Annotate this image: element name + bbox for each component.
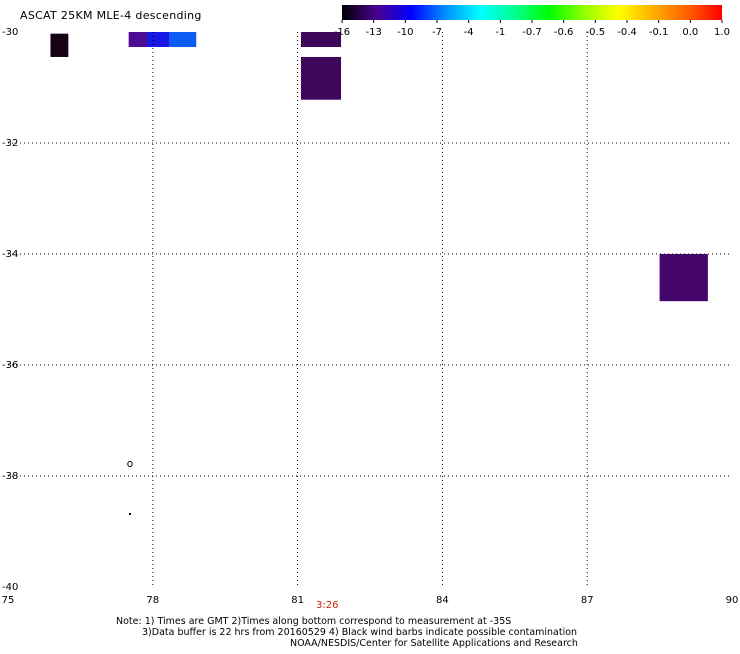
colorbar-label: -1 (495, 27, 505, 38)
tick-labels-layer: 75 78 81 84 87 90 -30 -32 -34 -36 -38 -40 (2, 27, 739, 606)
colorbar-label: -0.1 (649, 27, 669, 38)
colorbar-label: -16 (334, 27, 350, 38)
wind-cell-4 (300, 32, 342, 47)
wind-cell-1 (128, 32, 148, 47)
note-line-3: NOAA/NESDIS/Center for Satellite Applica… (290, 638, 578, 649)
lon-tick-label: 75 (2, 595, 15, 606)
colorbar: -16 -13 -10 -7 -4 -1 -0.7 -0.6 -0.5 -0.4 -0.1 0.0 1.… (334, 5, 730, 38)
lon-tick-label: 84 (436, 595, 449, 606)
lon-tick-label: 90 (726, 595, 739, 606)
wind-cell-5 (300, 56, 342, 100)
lat-tick-label: -30 (2, 27, 18, 38)
wind-cells-layer (50, 32, 708, 302)
colorbar-label: 1.0 (714, 27, 730, 38)
colorbar-label: -0.4 (617, 27, 637, 38)
wind-cell-6 (659, 254, 708, 302)
graticule-layer (8, 32, 732, 587)
time-label: 3:26 (316, 600, 339, 611)
colorbar-label: -7 (432, 27, 442, 38)
lat-tick-label: -38 (2, 471, 18, 482)
map-title: ASCAT 25KM MLE-4 descending (20, 9, 202, 22)
lon-tick-label: 81 (291, 595, 304, 606)
colorbar-gradient (342, 5, 722, 20)
colorbar-label: -0.6 (554, 27, 574, 38)
lon-tick-label: 78 (146, 595, 159, 606)
lat-tick-label: -32 (2, 138, 18, 149)
lat-tick-label: -36 (2, 360, 18, 371)
wind-barb-dot (129, 513, 131, 515)
lat-tick-label: -40 (2, 582, 18, 593)
colorbar-label: -4 (464, 27, 474, 38)
colorbar-label: -10 (397, 27, 413, 38)
wind-barbs-layer (127, 460, 133, 515)
colorbar-label: 0.0 (682, 27, 698, 38)
colorbar-label: -0.7 (522, 27, 542, 38)
colorbar-label: -13 (365, 27, 381, 38)
note-line-1: Note: 1) Times are GMT 2)Times along bot… (116, 616, 512, 627)
lat-tick-label: -34 (2, 249, 18, 260)
wind-cell-0 (50, 33, 69, 57)
note-line-2: 3)Data buffer is 22 hrs from 20160529 4)… (142, 627, 578, 638)
colorbar-label: -0.5 (586, 27, 606, 38)
wind-cell-2 (147, 32, 170, 47)
wind-barb-calm-marker (127, 460, 133, 468)
wind-cell-3 (169, 32, 197, 47)
lon-tick-label: 87 (581, 595, 594, 606)
